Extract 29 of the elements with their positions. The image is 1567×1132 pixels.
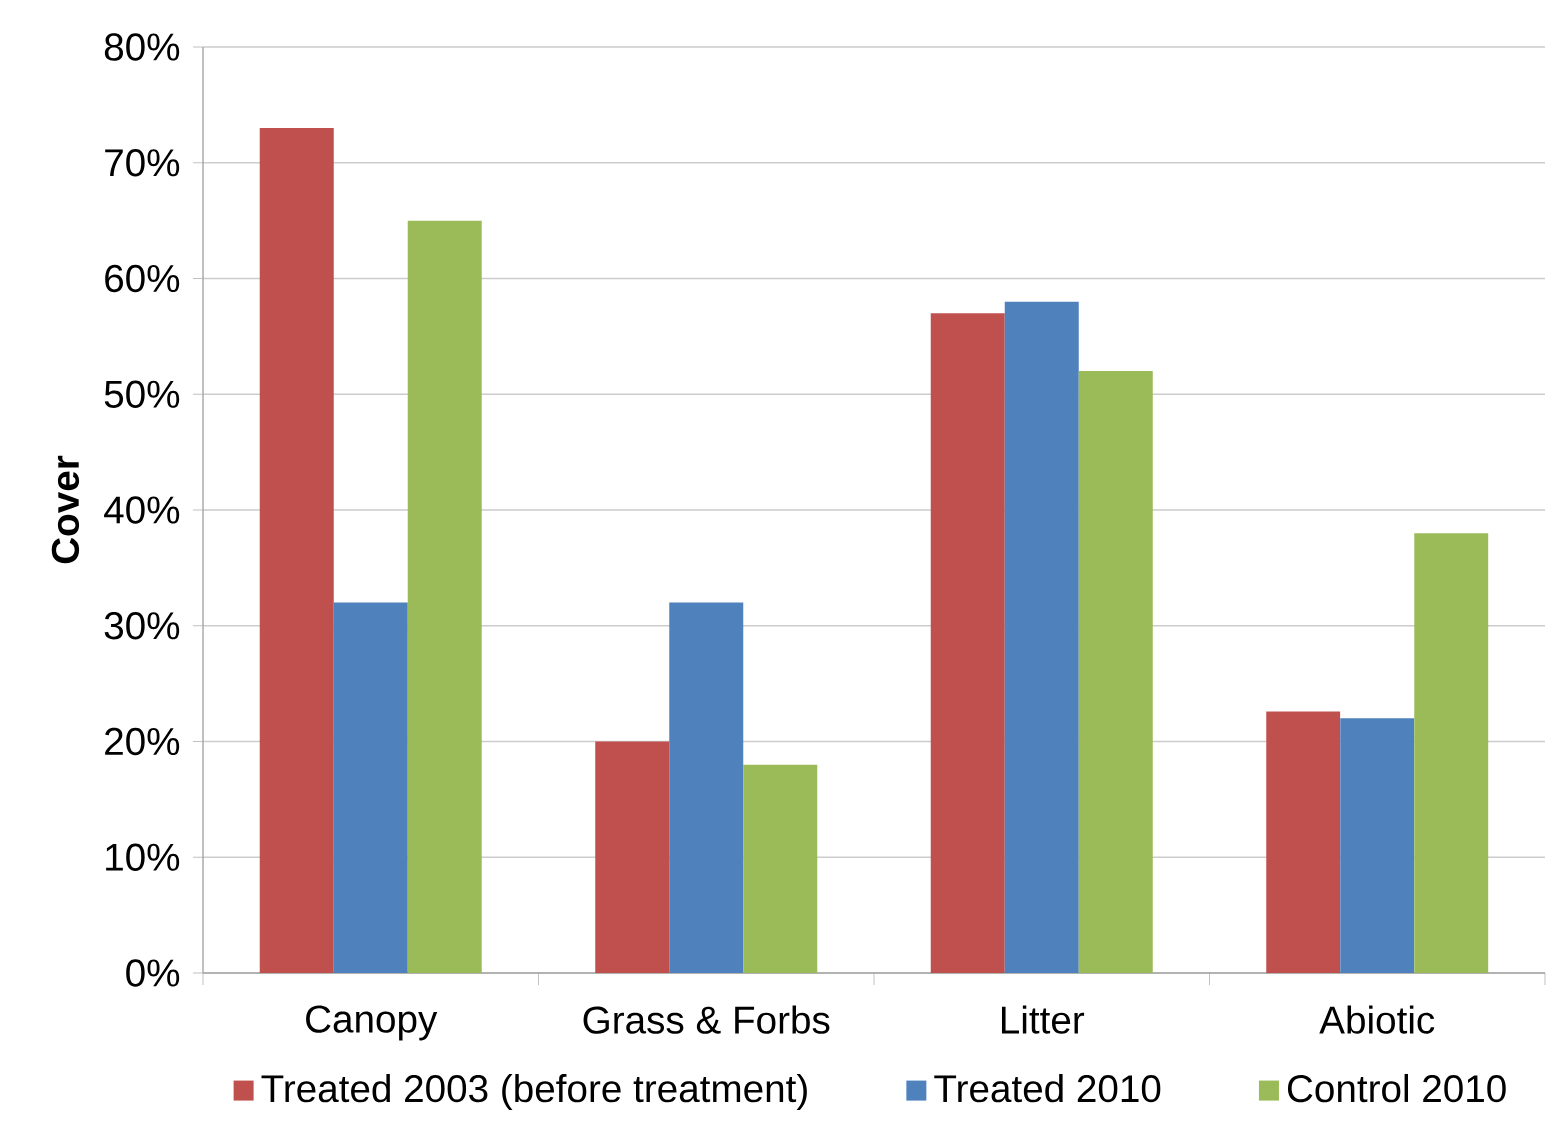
y-tick-label: 70% bbox=[105, 149, 180, 177]
legend-label: Treated 2010 bbox=[934, 1073, 1161, 1103]
legend-label: Treated 2003 (before treatment) bbox=[261, 1073, 807, 1110]
bar bbox=[1340, 718, 1415, 973]
y-tick-label: 20% bbox=[105, 727, 180, 756]
bar bbox=[1414, 533, 1489, 973]
y-tick-label: 50% bbox=[104, 380, 180, 408]
legend-label: Control 2010 bbox=[1287, 1073, 1506, 1103]
bar bbox=[1078, 371, 1153, 973]
y-tick-label: 40% bbox=[104, 496, 180, 524]
bar bbox=[743, 764, 818, 973]
x-tick-label: Litter bbox=[1001, 1005, 1085, 1034]
y-tick-label: 60% bbox=[105, 264, 180, 293]
bar bbox=[669, 602, 744, 973]
bar bbox=[333, 602, 408, 973]
bar bbox=[1004, 301, 1079, 973]
y-tick-label: 10% bbox=[106, 843, 180, 871]
y-tick-label: 80% bbox=[104, 33, 180, 61]
x-tick-label: Abiotic bbox=[1319, 1005, 1435, 1034]
bar bbox=[930, 313, 1005, 973]
y-tick-label: 0% bbox=[126, 959, 180, 987]
x-tick-label: Canopy bbox=[306, 1005, 438, 1041]
y-tick-label: 30% bbox=[104, 612, 180, 640]
bar bbox=[407, 220, 482, 973]
x-tick-label: Grass & Forbs bbox=[583, 1005, 830, 1034]
bar bbox=[595, 741, 670, 973]
y-axis-title: Cover bbox=[51, 455, 80, 564]
bar bbox=[1266, 711, 1341, 973]
bar bbox=[259, 128, 334, 973]
